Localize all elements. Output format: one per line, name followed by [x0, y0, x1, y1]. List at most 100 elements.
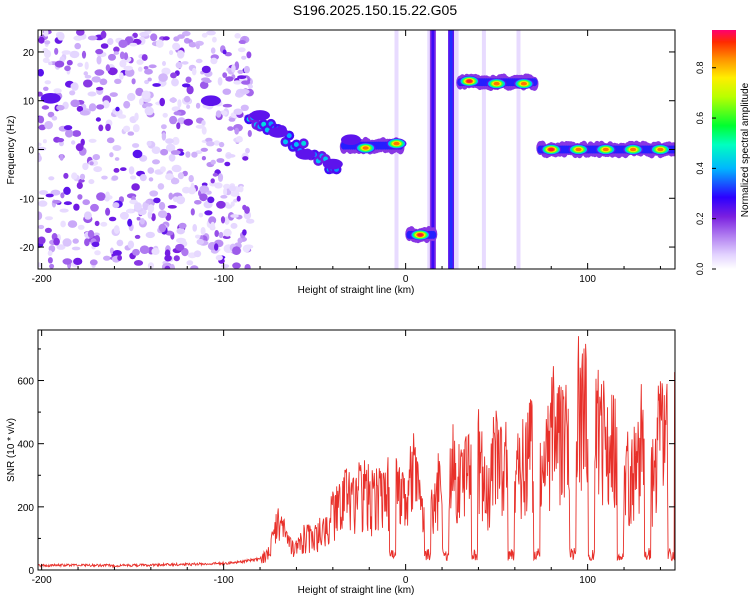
heatmap-cell — [133, 260, 144, 266]
heatmap-cell — [155, 39, 164, 48]
heatmap-cell — [210, 57, 218, 65]
heatmap-cell — [160, 81, 167, 86]
heatmap-cell — [158, 223, 167, 233]
heatmap-cell — [183, 118, 193, 126]
heatmap-cell — [111, 175, 119, 181]
heatmap-cell — [246, 51, 252, 59]
heatmap-cell — [199, 185, 210, 193]
heatmap-cell — [207, 196, 215, 204]
heatmap-cell — [105, 207, 111, 216]
heatmap-cell — [39, 190, 48, 195]
heatmap-cell — [131, 183, 140, 191]
heatmap-cell — [215, 110, 222, 118]
heatmap-cell — [237, 75, 247, 79]
heatmap-cell — [83, 79, 93, 88]
heatmap-cell — [200, 147, 208, 152]
heatmap-cell — [77, 194, 83, 200]
y-tick-label: 400 — [17, 440, 34, 451]
heatmap-cell — [89, 259, 98, 266]
heatmap-cell — [242, 156, 249, 161]
heatmap-cell — [216, 200, 226, 209]
heatmap-cell — [175, 195, 186, 205]
spectrogram-x-label: Height of straight line (km) — [298, 285, 415, 296]
snr-x-ticks: -200 -100 0 100 — [32, 330, 661, 586]
heatmap-cell — [213, 140, 221, 146]
heatmap-cell — [184, 95, 191, 103]
heatmap-cell — [113, 168, 120, 173]
heatmap-cell — [59, 154, 64, 161]
heatmap-peak — [295, 149, 316, 160]
heatmap-cell — [171, 164, 182, 173]
y-tick-label: 20 — [23, 48, 35, 59]
heatmap-cell — [134, 234, 141, 239]
heatmap-cell — [38, 224, 45, 230]
heatmap-cell — [176, 122, 181, 130]
heatmap-cell — [132, 248, 140, 256]
heatmap-cell — [193, 250, 202, 258]
heatmap-cell — [293, 142, 299, 147]
heatmap-cell — [225, 204, 233, 209]
heatmap-cell — [201, 120, 206, 126]
heatmap-cell — [53, 88, 62, 94]
heatmap-cell — [143, 66, 149, 70]
heatmap-cell — [449, 30, 453, 269]
heatmap-cell — [96, 192, 106, 201]
heatmap-cell — [181, 248, 189, 257]
heatmap-cell — [130, 175, 137, 180]
heatmap-cell — [210, 47, 216, 54]
heatmap-cell — [188, 41, 197, 48]
heatmap-cell — [165, 138, 174, 144]
heatmap-cell — [147, 262, 154, 269]
heatmap-cell — [164, 254, 172, 262]
heatmap-cell — [175, 243, 185, 251]
snr-x-label: Height of straight line (km) — [298, 585, 415, 596]
heatmap-cell — [190, 265, 199, 269]
heatmap-cell — [112, 145, 122, 151]
heatmap-cell — [119, 211, 129, 220]
heatmap-cell — [77, 224, 85, 230]
heatmap-cell — [229, 185, 236, 192]
heatmap-cell — [84, 238, 90, 247]
heatmap-cell — [132, 149, 143, 159]
heatmap-cell — [185, 76, 192, 83]
heatmap-cell — [44, 40, 51, 45]
heatmap-cell — [116, 239, 124, 247]
heatmap-cell — [108, 216, 117, 222]
heatmap-peak — [602, 147, 609, 152]
heatmap-cell — [228, 117, 236, 122]
heatmap-cell — [56, 104, 65, 111]
heatmap-cell — [63, 186, 71, 195]
heatmap-cell — [117, 114, 127, 119]
heatmap-cell — [73, 35, 83, 41]
heatmap-cell — [245, 147, 250, 154]
heatmap-cell — [127, 131, 135, 136]
heatmap-cell — [105, 64, 111, 72]
heatmap-cell — [145, 231, 155, 239]
heatmap-peak — [268, 127, 289, 138]
heatmap-cell — [152, 83, 161, 87]
heatmap-cell — [191, 151, 198, 158]
heatmap-cell — [96, 104, 105, 110]
heatmap-cell — [201, 156, 206, 161]
heatmap-cell — [147, 204, 155, 213]
heatmap-cell — [201, 32, 208, 38]
heatmap-cell — [94, 250, 101, 256]
heatmap-cell — [127, 218, 133, 227]
heatmap-cell — [73, 203, 80, 211]
heatmap-cell — [210, 221, 215, 230]
heatmap-cell — [162, 36, 170, 41]
heatmap-cell — [160, 148, 169, 156]
heatmap-cell — [41, 105, 50, 110]
heatmap-cell — [100, 30, 107, 39]
heatmap-cell — [84, 74, 92, 79]
heatmap-peak — [250, 110, 270, 121]
heatmap-cell — [175, 61, 183, 69]
heatmap-peak — [657, 147, 664, 152]
heatmap-cell — [172, 136, 180, 146]
heatmap-cell — [203, 79, 212, 83]
heatmap-cell — [212, 36, 217, 43]
heatmap-cell — [139, 245, 150, 254]
heatmap-cell — [431, 30, 435, 269]
heatmap-cell — [48, 61, 53, 66]
colorbar-tick-label: 0.6 — [695, 112, 705, 125]
